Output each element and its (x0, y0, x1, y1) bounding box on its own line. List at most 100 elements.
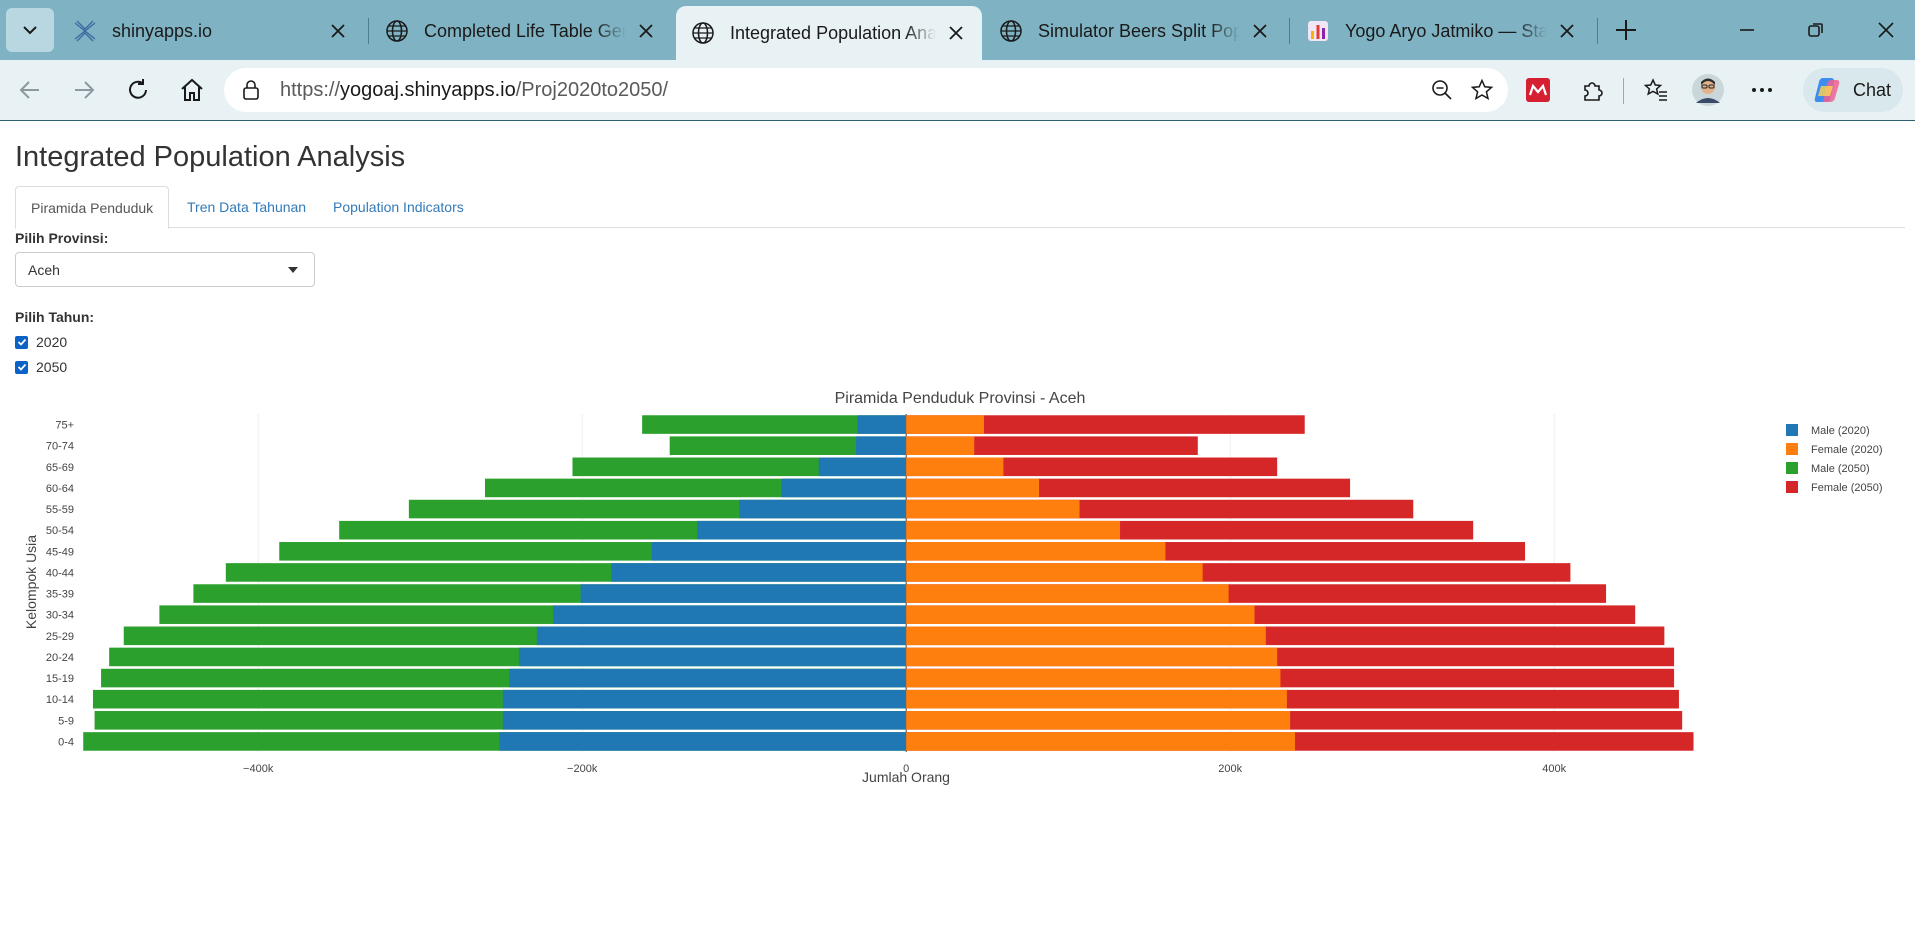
avatar (1692, 74, 1724, 106)
zoom-out-icon[interactable] (1426, 74, 1458, 106)
checkbox-checked-icon[interactable] (15, 360, 28, 374)
bar-male-2020-30-34[interactable] (553, 605, 907, 624)
favorites-list-icon (1643, 78, 1667, 101)
more-dots-icon (1752, 88, 1772, 92)
bar-female-2050-75+[interactable] (906, 415, 1305, 434)
bar-male-2020-10-14[interactable] (502, 689, 907, 709)
back-button[interactable] (10, 70, 50, 110)
reload-button[interactable] (118, 70, 158, 110)
y-tick-label: 45-49 (46, 546, 74, 558)
bar-male-2020-35-39[interactable] (580, 584, 907, 603)
legend-label: Female (2050) (1811, 482, 1883, 494)
copilot-chat-button[interactable]: Chat (1803, 68, 1903, 112)
bar-female-2020-70-74[interactable] (906, 436, 975, 455)
bar-male-2020-50-54[interactable] (697, 520, 907, 540)
bar-female-2020-50-54[interactable] (906, 520, 1121, 540)
bar-female-2020-25-29[interactable] (906, 626, 1266, 646)
bar-female-2020-35-39[interactable] (906, 584, 1229, 603)
minimize-window-button[interactable] (1727, 10, 1767, 50)
bar-female-2020-60-64[interactable] (906, 478, 1040, 498)
browser-tab-life-table[interactable]: Completed Life Table Generator (370, 8, 672, 54)
mendeley-extension-button[interactable] (1518, 70, 1558, 110)
bar-male-2020-75+[interactable] (857, 415, 907, 434)
legend-item[interactable]: Male (2050) (1786, 462, 1870, 475)
tab-tren-data-tahunan[interactable]: Tren Data Tahunan (187, 199, 307, 215)
bar-male-2020-40-44[interactable] (611, 563, 907, 582)
new-tab-button[interactable] (1606, 10, 1646, 50)
bar-male-2020-70-74[interactable] (855, 436, 907, 455)
bar-female-2020-65-69[interactable] (906, 457, 1004, 477)
legend-item[interactable]: Female (2050) (1786, 481, 1883, 494)
browser-tab-integrated-population[interactable]: Integrated Population Analysis (676, 6, 982, 60)
bar-female-2020-45-49[interactable] (906, 542, 1166, 561)
bar-male-2020-60-64[interactable] (781, 478, 907, 498)
bar-male-2050-75+[interactable] (642, 415, 907, 434)
bar-female-2020-15-19[interactable] (906, 668, 1281, 688)
bar-male-2020-15-19[interactable] (509, 668, 907, 688)
bar-female-2020-75+[interactable] (906, 415, 984, 434)
bar-male-2020-0-4[interactable] (499, 732, 907, 751)
browser-tab-beers-split[interactable]: Simulator Beers Split Population (984, 8, 1286, 54)
bar-male-2050-70-74[interactable] (669, 436, 907, 455)
tab-piramida-penduduk[interactable]: Piramida Penduduk (15, 186, 170, 229)
y-tick-label: 20-24 (46, 652, 74, 664)
y-tick-label: 0-4 (58, 736, 74, 748)
bar-male-2020-55-59[interactable] (739, 499, 907, 519)
legend-label: Male (2050) (1811, 463, 1870, 475)
bar-female-2020-10-14[interactable] (906, 689, 1287, 709)
bar-female-2020-20-24[interactable] (906, 647, 1278, 667)
favorite-star-icon[interactable] (1466, 74, 1498, 106)
bar-male-2020-20-24[interactable] (519, 647, 907, 667)
legend-item[interactable]: Male (2020) (1786, 424, 1870, 437)
browser-tab-yogo-statistics[interactable]: Yogo Aryo Jatmiko — Statistics (1291, 8, 1593, 54)
close-icon[interactable] (1555, 19, 1579, 43)
chart-title: Piramida Penduduk Provinsi - Aceh (835, 390, 1086, 407)
province-label: Pilih Provinsi: (15, 230, 109, 246)
bar-male-2020-45-49[interactable] (651, 542, 907, 561)
tab-population-indicators[interactable]: Population Indicators (333, 199, 464, 215)
copilot-icon (1814, 78, 1840, 102)
chart-y-axis-title: Kelompok Usia (23, 535, 39, 629)
tab-actions-menu-button[interactable] (6, 8, 54, 52)
settings-more-button[interactable] (1742, 70, 1782, 110)
year-2020-checkbox-row[interactable]: 2020 (15, 334, 67, 350)
home-button[interactable] (172, 70, 212, 110)
globe-icon (998, 18, 1024, 44)
bar-male-2020-5-9[interactable] (502, 711, 907, 730)
checkbox-checked-icon[interactable] (15, 335, 28, 349)
legend-item[interactable]: Female (2020) (1786, 443, 1883, 456)
close-icon[interactable] (1248, 19, 1272, 43)
chart-x-tick-labels: −400k −200k 0 200k 400k (243, 763, 1567, 775)
bar-male-2020-25-29[interactable] (536, 626, 907, 646)
reload-icon (129, 79, 147, 99)
bar-female-2020-55-59[interactable] (906, 499, 1080, 519)
bar-female-2020-40-44[interactable] (906, 563, 1203, 582)
bar-female-2020-30-34[interactable] (906, 605, 1255, 624)
restore-icon (1808, 23, 1823, 37)
favorites-button[interactable] (1636, 70, 1676, 110)
y-tick-label: 65-69 (46, 462, 74, 474)
profile-avatar-button[interactable] (1688, 70, 1728, 110)
population-pyramid-chart: 0-4 5-9 10-14 15-19 20-24 25-29 30-34 35-39 40-4… (23, 390, 1883, 785)
province-select[interactable]: Aceh (15, 252, 315, 287)
year-2050-checkbox-row[interactable]: 2050 (15, 359, 67, 375)
chat-label: Chat (1853, 79, 1892, 100)
legend-swatch (1786, 424, 1798, 436)
bar-female-2050-70-74[interactable] (906, 436, 1198, 455)
bar-female-2020-0-4[interactable] (906, 732, 1295, 751)
y-tick-label: 30-34 (46, 610, 74, 622)
close-icon[interactable] (944, 21, 968, 45)
close-icon[interactable] (634, 19, 658, 43)
extensions-button[interactable] (1573, 70, 1613, 110)
bar-female-2020-5-9[interactable] (906, 711, 1291, 730)
y-tick-label: 75+ (55, 420, 74, 432)
close-icon[interactable] (326, 19, 350, 43)
url-field[interactable]: https://yogoaj.shinyapps.io/Proj2020to20… (224, 68, 1508, 112)
legend-label: Female (2020) (1811, 444, 1883, 456)
restore-window-button[interactable] (1796, 10, 1836, 50)
close-window-button[interactable] (1866, 10, 1906, 50)
forward-button[interactable] (64, 70, 104, 110)
chart-legend[interactable]: Male (2020) Female (2020) Male (2050) Femal… (1786, 424, 1883, 494)
bar-male-2020-65-69[interactable] (818, 457, 907, 477)
browser-tab-shinyapps[interactable]: shinyapps.io (58, 8, 364, 54)
